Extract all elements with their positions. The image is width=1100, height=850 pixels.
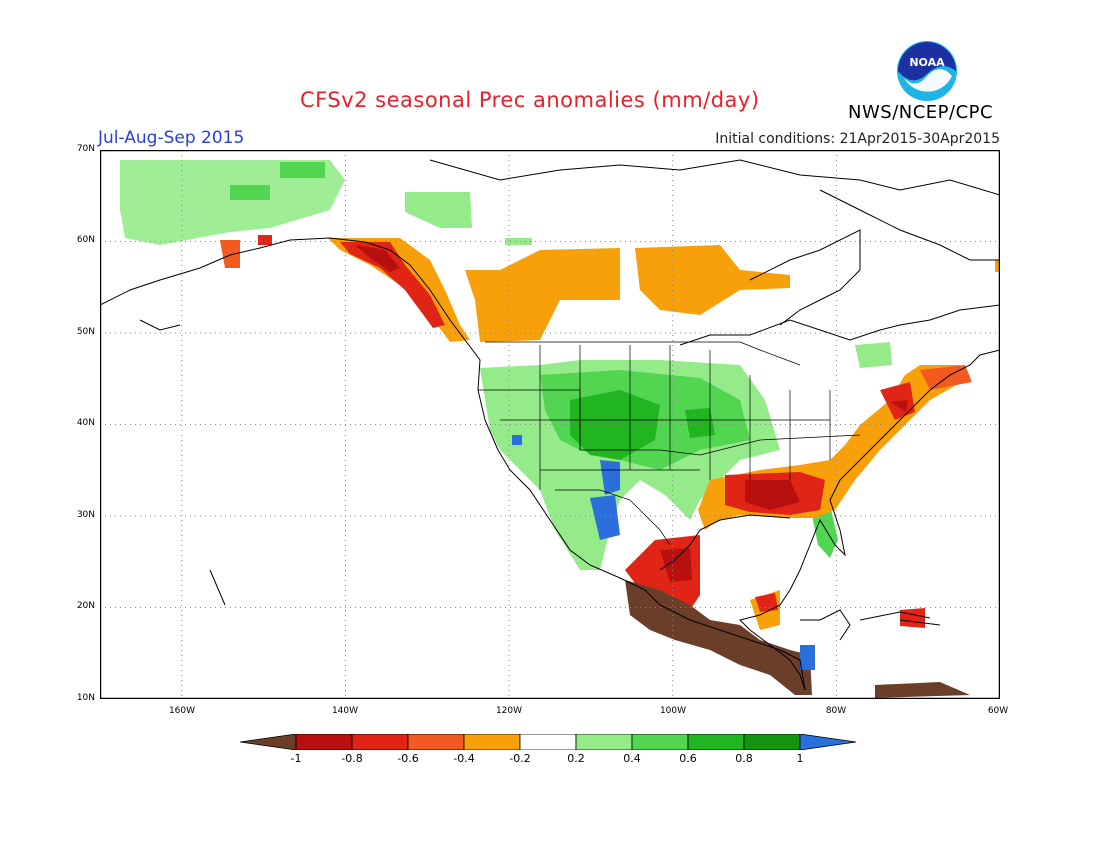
- map-title: CFSv2 seasonal Prec anomalies (mm/day): [300, 88, 760, 112]
- lon-label-80w: 80W: [825, 706, 847, 716]
- mexico-very-dry-area: [625, 580, 812, 695]
- colorbar-cell: [351, 734, 409, 750]
- colorbar-tick: -1: [290, 752, 302, 765]
- colorbar-cell: [463, 734, 521, 750]
- alaska-wet-area: [120, 160, 345, 245]
- colorbar-tick: 0.6: [679, 752, 697, 765]
- lat-label-40n: 40N: [76, 418, 95, 428]
- lon-label-140w: 140W: [331, 706, 359, 716]
- political-borders: [478, 341, 861, 546]
- colorbar-cell: [743, 734, 801, 750]
- colorbar: [240, 734, 857, 750]
- initial-conditions: Initial conditions: 21Apr2015-30Apr2015: [715, 131, 1000, 147]
- bc-coast-dry-area: [328, 238, 470, 342]
- colorbar-tick: -0.2: [509, 752, 531, 765]
- colorbar-cell: [295, 734, 353, 750]
- lat-label-60n: 60N: [76, 235, 95, 245]
- lat-lon-grid: [100, 150, 1000, 699]
- colorbar-cell: [575, 734, 633, 750]
- colorbar-cell-lowest: [240, 734, 297, 750]
- lat-label-30n: 30N: [76, 510, 95, 520]
- forecast-period: Jul-Aug-Sep 2015: [98, 128, 245, 148]
- lon-label-120w: 120W: [495, 706, 523, 716]
- lon-label-160w: 160W: [168, 706, 196, 716]
- lat-label-10n: 10N: [76, 693, 95, 703]
- colorbar-tick: 0.4: [623, 752, 641, 765]
- lat-label-20n: 20N: [76, 601, 95, 611]
- florida-wet-area: [810, 505, 838, 558]
- lon-label-60w: 60W: [987, 706, 1009, 716]
- lat-label-50n: 50N: [76, 327, 95, 337]
- precipitation-map: [100, 150, 1000, 699]
- colorbar-tick: 0.2: [567, 752, 585, 765]
- colorbar-tick: -0.6: [397, 752, 419, 765]
- colorbar-cell-highest: [799, 734, 857, 750]
- colorbar-cell: [407, 734, 465, 750]
- colorbar-cell: [631, 734, 689, 750]
- anomaly-shading: [120, 160, 1000, 698]
- logo-text: NOAA: [909, 56, 945, 69]
- noaa-logo-icon: NOAA: [897, 41, 957, 101]
- agency-label: NWS/NCEP/CPC: [848, 102, 994, 123]
- colorbar-tick: -0.4: [453, 752, 475, 765]
- coastlines: [100, 159, 1000, 691]
- map-frame: [100, 150, 1000, 699]
- colorbar-cell: [687, 734, 745, 750]
- colorbar-tick: 1: [796, 752, 804, 765]
- lon-label-100w: 100W: [659, 706, 687, 716]
- colorbar-tick: 0.8: [735, 752, 753, 765]
- colorbar-tick: -0.8: [341, 752, 363, 765]
- colorbar-cell: [519, 734, 577, 750]
- canada-dry-area: [465, 248, 620, 342]
- lat-label-70n: 70N: [76, 144, 95, 154]
